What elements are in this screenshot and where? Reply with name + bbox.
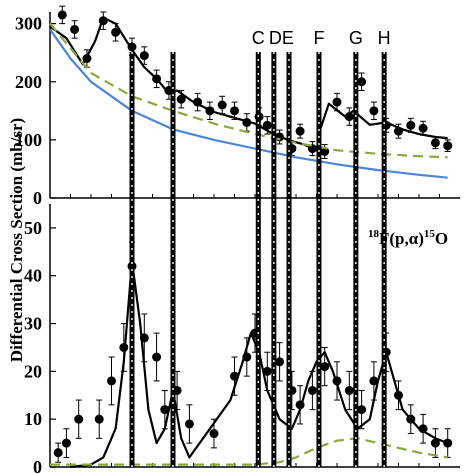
- bottom-data-point: [307, 385, 317, 395]
- resonance-label: F: [313, 28, 324, 48]
- top-data-point: [111, 27, 121, 37]
- bottom-data-point: [369, 376, 379, 386]
- resonance-label: G: [349, 28, 363, 48]
- y-axis-label: Differential Cross Section (mb/sr): [7, 118, 26, 362]
- resonance-label: DE: [269, 28, 294, 48]
- top-data-point: [430, 138, 440, 148]
- top-y-tick-label: 100: [15, 130, 42, 150]
- top-data-point: [70, 24, 80, 34]
- top-data-point: [262, 120, 272, 130]
- resonance-label: H: [378, 28, 391, 48]
- bottom-data-point: [61, 438, 71, 448]
- bottom-dashed-fit-curve: [50, 437, 448, 466]
- top-data-point: [139, 51, 149, 61]
- top-data-point: [418, 123, 428, 133]
- bottom-data-point: [344, 385, 354, 395]
- resonance-labels: C DE F G H: [252, 28, 391, 48]
- top-data-point: [230, 106, 239, 116]
- top-data-point: [369, 106, 379, 116]
- bottom-y-tick-label: 30: [24, 314, 42, 334]
- top-dashed-fit-curve: [49, 22, 448, 159]
- bottom-data-point: [74, 414, 84, 424]
- bottom-y-tick-label: 50: [24, 218, 42, 238]
- top-data-point: [332, 97, 342, 107]
- top-data-point: [357, 77, 367, 87]
- bottom-y-tick-label: 20: [24, 361, 42, 381]
- bottom-data-point: [275, 357, 285, 367]
- resonance-lines: [129, 52, 387, 467]
- bottom-solid-fit-curve: [70, 260, 449, 469]
- top-y-tick-label: 200: [15, 72, 42, 92]
- top-data-point: [295, 126, 305, 136]
- top-data-point: [217, 100, 227, 110]
- top-y-tick-label: 300: [15, 14, 42, 34]
- top-y-tick-label: 0: [33, 188, 42, 208]
- top-blue-curve: [49, 28, 448, 179]
- bottom-data-point: [53, 448, 63, 458]
- top-data-point: [406, 120, 416, 130]
- top-solid-fit-curve: [49, 16, 448, 152]
- bottom-y-tick-label: 10: [24, 409, 42, 429]
- top-data-point: [443, 141, 453, 151]
- resonance-label: C: [252, 28, 265, 48]
- top-data-point: [176, 94, 186, 104]
- bottom-data-point: [430, 438, 440, 448]
- bottom-data-point: [107, 376, 116, 386]
- bottom-data-point: [209, 429, 219, 439]
- reaction-label: 18F(p,α)15O: [368, 228, 448, 248]
- bottom-data-point: [160, 405, 170, 415]
- bottom-y-tick-label: 40: [24, 266, 42, 286]
- bottom-data-point: [320, 362, 330, 372]
- bottom-y-tick-label: 0: [33, 457, 42, 474]
- bottom-data-point: [152, 352, 162, 362]
- bottom-data-point: [357, 405, 367, 415]
- bottom-data-point: [94, 414, 104, 424]
- top-panel: 0 100 200 300: [15, 5, 460, 208]
- top-data-point: [57, 10, 67, 20]
- bottom-data-point: [184, 419, 194, 429]
- bottom-data-point: [262, 366, 272, 376]
